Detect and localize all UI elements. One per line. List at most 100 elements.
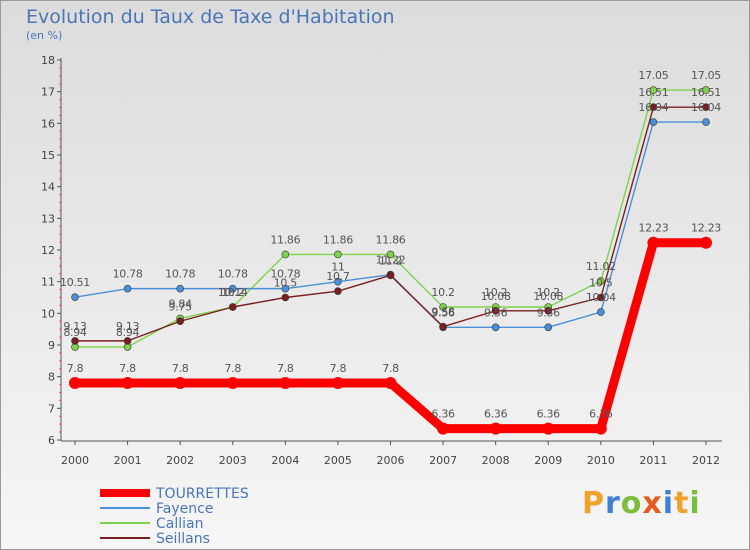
data-label: 9.56: [431, 306, 455, 319]
y-tick-label: 17: [41, 86, 55, 99]
data-label: 9.13: [116, 320, 140, 333]
data-label: 11.86: [323, 233, 353, 246]
x-tick-label: 2006: [377, 454, 405, 467]
data-label: 16.04: [691, 101, 721, 114]
y-tick-label: 15: [41, 149, 55, 162]
data-point: [176, 317, 184, 326]
data-label: 16.51: [638, 86, 668, 99]
data-label: 10.78: [218, 268, 248, 281]
data-label: 9.56: [537, 306, 561, 319]
data-point: [123, 337, 132, 345]
data-label: 11.86: [376, 233, 406, 246]
data-point: [386, 271, 395, 280]
data-label: 7.8: [67, 362, 84, 375]
data-point: [226, 377, 239, 389]
data-point: [176, 284, 184, 293]
data-point: [597, 277, 605, 285]
data-label: 10.5: [589, 277, 613, 290]
data-label: 11.22: [376, 254, 406, 267]
data-point: [437, 422, 450, 435]
data-point: [542, 422, 555, 435]
data-label: 7.8: [224, 362, 241, 375]
data-label: 12.23: [691, 222, 721, 235]
data-point: [228, 303, 237, 311]
y-tick-label: 16: [41, 117, 55, 130]
data-point: [279, 377, 292, 389]
data-label: 11.2: [379, 254, 402, 267]
data-point: [331, 377, 344, 389]
data-label: 10.51: [60, 276, 90, 289]
data-label: 9.58: [431, 306, 455, 319]
data-label: 17.05: [691, 69, 721, 82]
x-tick-label: 2002: [166, 454, 194, 467]
data-label: 9.13: [63, 320, 87, 333]
data-label: 10.7: [326, 270, 350, 283]
y-tick-label: 18: [41, 54, 55, 67]
data-point: [649, 86, 658, 94]
data-label: 10.08: [533, 290, 563, 303]
legend-label: Callian: [156, 516, 203, 532]
data-label: 10.2: [537, 286, 560, 299]
y-tick-label: 6: [48, 434, 55, 447]
data-label: 10.08: [481, 290, 511, 303]
data-point: [702, 118, 710, 126]
data-point: [281, 250, 290, 259]
data-point: [69, 377, 81, 389]
data-point: [121, 377, 134, 389]
data-label: 10.5: [274, 277, 298, 290]
data-point: [228, 284, 237, 293]
data-label: 7.8: [382, 362, 399, 375]
data-point: [649, 103, 658, 111]
data-label: 16.51: [691, 86, 721, 99]
data-label: 10.04: [586, 291, 616, 304]
x-tick-label: 2007: [429, 454, 457, 467]
chart-subtitle: (en %): [26, 29, 63, 42]
data-label: 11.86: [270, 233, 300, 246]
data-point: [702, 86, 710, 94]
data-point: [544, 306, 553, 315]
data-label: 10.2: [431, 286, 454, 299]
data-point: [334, 277, 342, 286]
y-tick-label: 11: [41, 276, 55, 289]
x-tick-label: 2004: [271, 454, 299, 467]
data-point: [174, 377, 187, 389]
data-point: [439, 303, 447, 311]
data-label: 16.04: [638, 101, 668, 114]
data-label: 9.56: [484, 306, 508, 319]
data-label: 9.84: [169, 297, 193, 310]
y-tick-label: 8: [48, 371, 55, 384]
data-label: 10.78: [165, 268, 195, 281]
data-point: [281, 284, 290, 293]
x-tick-label: 2011: [639, 454, 667, 467]
data-point: [700, 236, 712, 249]
data-label: 9.75: [169, 300, 193, 313]
data-point: [439, 322, 447, 331]
chart-axes: 6 7 8 9 10 11 12 13 14 15 16 17 18 2000 2001 2002 2003 20…: [41, 54, 722, 467]
data-label: 7.8: [172, 362, 189, 375]
data-point: [386, 250, 395, 259]
data-label: 6.36: [484, 408, 508, 421]
data-label: 11: [331, 261, 344, 274]
data-point: [71, 337, 79, 345]
data-point: [491, 306, 500, 315]
legend-label: Seillans: [156, 531, 210, 547]
x-tick-label: 2012: [692, 454, 720, 467]
data-label: 7.8: [330, 362, 347, 375]
data-point: [594, 422, 607, 435]
y-tick-label: 9: [48, 339, 55, 352]
data-point: [597, 308, 605, 316]
data-point: [281, 293, 290, 302]
chart-title: Evolution du Taux de Taxe d'Habitation: [26, 6, 395, 28]
legend-label: Fayence: [156, 501, 213, 517]
data-point: [384, 377, 397, 389]
x-tick-label: 2008: [482, 454, 510, 467]
x-tick-label: 2010: [587, 454, 615, 467]
y-tick-label: 13: [41, 212, 55, 225]
x-tick-label: 2009: [534, 454, 562, 467]
data-label: 8.94: [63, 326, 87, 339]
data-label: 10.78: [270, 268, 300, 281]
data-point: [647, 236, 660, 249]
data-label: 10.78: [113, 268, 143, 281]
